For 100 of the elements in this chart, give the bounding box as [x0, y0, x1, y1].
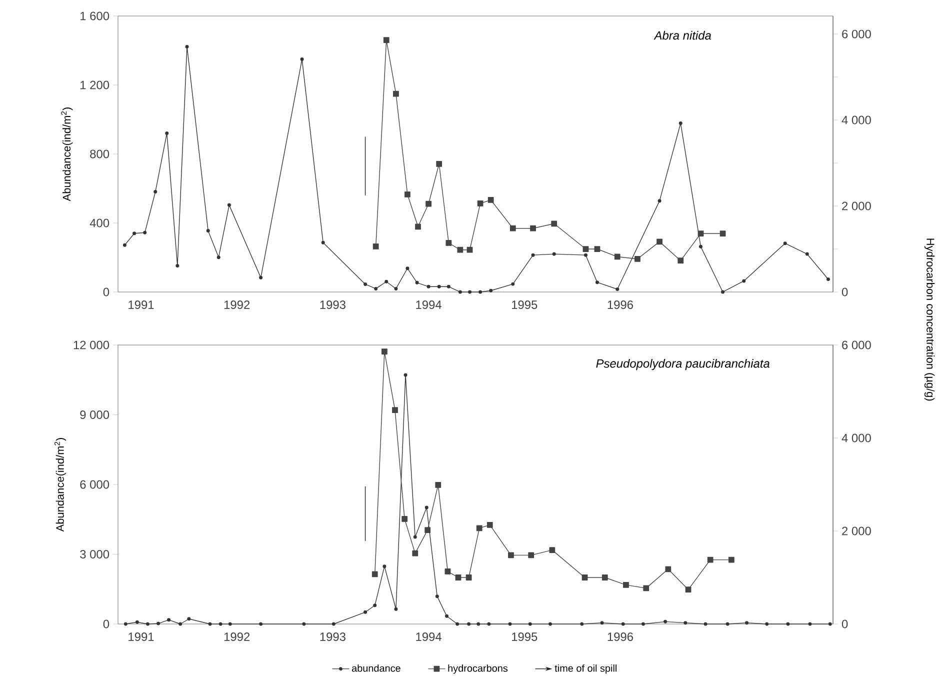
point — [446, 240, 452, 246]
point — [678, 122, 682, 126]
point — [165, 132, 169, 136]
point — [602, 574, 608, 580]
point — [135, 620, 139, 624]
point — [436, 160, 442, 167]
point — [259, 622, 263, 626]
point — [720, 230, 726, 236]
point — [227, 203, 231, 207]
point — [765, 622, 769, 626]
point — [704, 622, 708, 626]
x-tick-label: 1992 — [224, 632, 250, 641]
point — [176, 264, 180, 268]
point — [508, 552, 514, 558]
point — [582, 246, 589, 252]
y2-tick-label: 4 000 — [842, 434, 871, 442]
point — [783, 242, 787, 246]
point — [707, 556, 714, 563]
x-tick-label: 1992 — [224, 300, 250, 309]
point — [437, 284, 441, 288]
y2-axis-title: Hydrocarbon concentration (µg/g) — [924, 238, 935, 401]
point — [382, 564, 386, 568]
point — [726, 622, 730, 626]
point — [531, 253, 535, 257]
point — [511, 282, 515, 286]
point — [698, 230, 704, 236]
point — [476, 525, 482, 532]
point — [435, 594, 439, 598]
y2-tick-label: 2 000 — [842, 526, 871, 536]
y-tick-label: 1 600 — [80, 12, 110, 20]
point — [664, 620, 668, 624]
point — [623, 582, 629, 588]
x-tick-label: 1994 — [416, 632, 442, 641]
point — [621, 622, 625, 626]
y-tick-label: 9 000 — [80, 410, 110, 419]
point — [382, 348, 388, 354]
legend-label: abundance — [352, 664, 400, 672]
point — [435, 482, 442, 488]
x-tick-label: 1993 — [320, 632, 346, 641]
point — [477, 200, 484, 206]
point — [146, 622, 150, 626]
y2-tick-label: 2 000 — [842, 202, 871, 210]
point — [404, 373, 408, 377]
point — [384, 280, 388, 284]
point — [658, 199, 662, 203]
point — [426, 200, 432, 207]
point — [595, 280, 599, 284]
point — [415, 280, 419, 284]
point — [178, 622, 182, 626]
y-tick-label: 3 000 — [80, 550, 110, 558]
point — [665, 566, 672, 572]
x-tick-label: 1996 — [608, 300, 633, 309]
y-tick-label: 800 — [90, 150, 110, 158]
text: Abra nitida — [654, 30, 711, 40]
point — [466, 246, 473, 253]
point — [487, 622, 491, 626]
point — [374, 286, 378, 290]
point — [616, 287, 620, 291]
point — [685, 586, 692, 593]
point — [122, 243, 126, 247]
point — [643, 585, 650, 592]
point — [259, 276, 263, 280]
point — [721, 290, 725, 294]
point — [393, 90, 399, 97]
point — [402, 516, 408, 522]
legend-label: time of oil spill — [554, 664, 616, 674]
point — [364, 282, 368, 286]
point — [413, 535, 417, 539]
point — [208, 622, 212, 626]
point — [445, 614, 448, 618]
point — [218, 622, 222, 626]
point — [426, 284, 430, 288]
point — [321, 240, 325, 244]
y-tick-label: 0 — [103, 288, 110, 296]
point — [600, 621, 604, 625]
x-tick-label: 1996 — [608, 632, 633, 641]
point — [478, 290, 482, 294]
y2-tick-label: 6 000 — [842, 340, 871, 350]
point — [143, 230, 147, 234]
point — [394, 286, 398, 290]
point — [185, 44, 189, 48]
point — [549, 547, 556, 554]
point — [373, 604, 377, 608]
y2-tick-label: 6 000 — [842, 30, 871, 38]
point — [424, 506, 428, 510]
point — [456, 622, 460, 626]
point — [594, 246, 600, 252]
point — [528, 622, 532, 626]
point — [808, 622, 812, 626]
point — [302, 622, 306, 626]
text: Pseudopolydora paucibranchiata — [596, 358, 770, 370]
point — [364, 610, 368, 614]
point — [167, 618, 171, 622]
point — [582, 574, 588, 580]
point — [467, 622, 471, 626]
point — [412, 550, 418, 556]
point — [332, 622, 336, 626]
point — [406, 266, 410, 270]
point — [404, 191, 410, 198]
y-tick-label: 6 000 — [80, 480, 110, 489]
